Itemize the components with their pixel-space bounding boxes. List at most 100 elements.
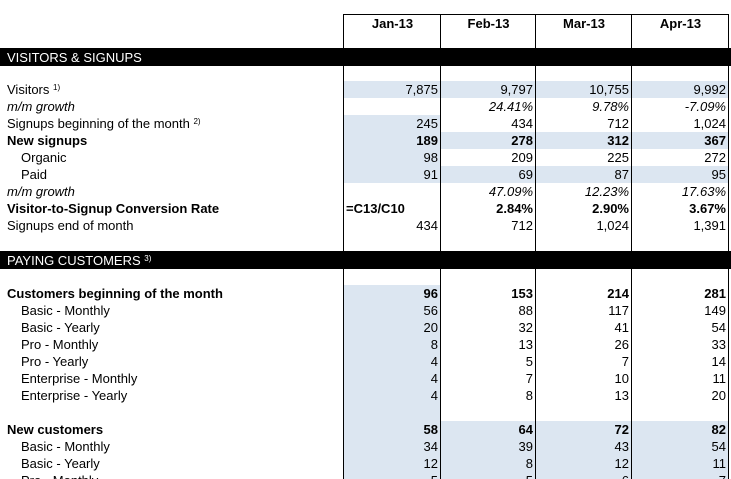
table-cell[interactable]: 312 (536, 132, 632, 149)
table-cell[interactable]: 56 (344, 302, 441, 319)
row-label[interactable]: Basic - Monthly (21, 439, 110, 454)
table-cell[interactable]: 96 (344, 285, 441, 302)
row-label[interactable]: Basic - Monthly (21, 303, 110, 318)
table-cell[interactable]: 54 (632, 438, 729, 455)
table-cell[interactable]: 11 (632, 455, 729, 472)
table-cell[interactable]: 9,992 (632, 81, 729, 98)
table-cell[interactable]: 245 (344, 115, 441, 132)
table-cell[interactable]: 2.90% (592, 201, 629, 216)
row-label[interactable]: Visitor-to-Signup Conversion Rate (7, 201, 220, 216)
table-cell[interactable]: 8 (441, 455, 536, 472)
table-cell[interactable]: 2.84% (496, 201, 533, 216)
row-label[interactable]: Signups end of month (7, 218, 134, 233)
table-cell[interactable]: 712 (511, 218, 533, 233)
table-cell[interactable] (536, 404, 632, 421)
table-cell[interactable]: 54 (711, 320, 726, 335)
table-cell[interactable]: 69 (441, 166, 536, 183)
table-cell[interactable]: 367 (632, 132, 729, 149)
table-cell[interactable]: =C13/C10 (346, 201, 405, 216)
table-cell[interactable]: 278 (441, 132, 536, 149)
table-cell[interactable]: 5 (344, 472, 441, 479)
table-cell[interactable] (344, 404, 441, 421)
table-cell[interactable]: 87 (536, 166, 632, 183)
table-cell[interactable]: 8 (525, 388, 533, 403)
row-label[interactable]: Enterprise - Yearly (21, 388, 128, 403)
table-cell[interactable]: 20 (344, 319, 441, 336)
row-label[interactable]: New customers (7, 422, 104, 437)
row-label[interactable]: Pro - Monthly (21, 472, 357, 479)
table-cell[interactable]: 5 (525, 354, 533, 369)
table-cell[interactable]: 98 (344, 149, 441, 166)
table-cell[interactable]: 434 (511, 116, 533, 131)
table-cell[interactable]: 13 (614, 388, 629, 403)
table-cell[interactable]: 12 (344, 455, 441, 472)
table-cell[interactable]: 225 (607, 150, 629, 165)
table-cell[interactable]: 26 (614, 337, 629, 352)
table-cell[interactable]: 209 (511, 150, 533, 165)
row-label[interactable]: Basic - Yearly (21, 320, 100, 335)
table-cell[interactable]: 13 (518, 337, 533, 352)
table-cell[interactable]: 153 (511, 286, 533, 301)
row-label[interactable]: Pro - Yearly (21, 354, 89, 369)
row-label[interactable]: m/m growth (7, 99, 75, 114)
row-label[interactable]: Customers beginning of the month (7, 286, 223, 301)
table-cell[interactable]: 10,755 (536, 81, 632, 98)
table-cell[interactable]: 58 (344, 421, 441, 438)
table-cell[interactable]: 41 (614, 320, 629, 335)
column-header-mar[interactable]: Mar-13 (536, 14, 632, 46)
table-cell[interactable]: 8 (344, 336, 441, 353)
table-cell[interactable]: 5 (441, 472, 536, 479)
table-cell[interactable]: 39 (441, 438, 536, 455)
table-cell[interactable]: 272 (704, 150, 726, 165)
table-cell[interactable] (344, 98, 441, 115)
table-cell[interactable] (632, 404, 729, 421)
row-label[interactable]: m/m growth (7, 184, 75, 199)
table-cell[interactable]: 9,797 (441, 81, 536, 98)
table-cell[interactable]: 9.78% (592, 99, 629, 114)
row-label[interactable]: Paid (21, 167, 48, 182)
table-cell[interactable]: 1,391 (693, 218, 726, 233)
row-label[interactable]: Pro - Monthly (21, 337, 99, 352)
table-cell[interactable]: 4 (344, 370, 441, 387)
table-cell[interactable]: 4 (344, 387, 441, 404)
table-cell[interactable]: 281 (704, 286, 726, 301)
table-cell[interactable]: 32 (518, 320, 533, 335)
row-label[interactable]: Visitors 1) (7, 82, 61, 97)
table-cell[interactable]: 64 (441, 421, 536, 438)
column-header-apr[interactable]: Apr-13 (632, 14, 729, 46)
row-label[interactable] (7, 404, 343, 421)
table-cell[interactable]: 72 (536, 421, 632, 438)
table-cell[interactable]: 7,875 (344, 81, 441, 98)
table-cell[interactable]: 3.67% (689, 201, 726, 216)
row-label[interactable]: Signups beginning of the month 2) (7, 116, 201, 131)
table-cell[interactable]: 7 (632, 472, 729, 479)
table-cell[interactable]: 17.63% (681, 184, 726, 199)
table-cell[interactable] (441, 404, 536, 421)
table-cell[interactable]: 1,024 (596, 218, 629, 233)
row-label[interactable]: Organic (21, 150, 67, 165)
table-cell[interactable]: 1,024 (693, 116, 726, 131)
table-cell[interactable] (344, 183, 441, 200)
table-cell[interactable]: 214 (607, 286, 629, 301)
table-cell[interactable]: -7.09% (684, 99, 726, 114)
table-cell[interactable]: 117 (608, 303, 629, 318)
table-cell[interactable]: 6 (536, 472, 632, 479)
table-cell[interactable]: 12 (536, 455, 632, 472)
table-cell[interactable]: 4 (344, 353, 441, 370)
row-label[interactable]: Enterprise - Monthly (21, 371, 138, 386)
table-cell[interactable]: 7 (621, 354, 629, 369)
table-cell[interactable]: 82 (632, 421, 729, 438)
column-header-feb[interactable]: Feb-13 (441, 14, 536, 46)
table-cell[interactable]: 149 (704, 303, 726, 318)
table-cell[interactable]: 95 (632, 166, 729, 183)
table-cell[interactable]: 88 (518, 303, 533, 318)
row-label[interactable]: New signups (7, 133, 88, 148)
table-cell[interactable]: 14 (711, 354, 726, 369)
table-cell[interactable]: 12.23% (584, 184, 629, 199)
table-cell[interactable]: 7 (525, 371, 533, 386)
table-cell[interactable]: 434 (416, 218, 438, 233)
table-cell[interactable]: 712 (607, 116, 629, 131)
table-cell[interactable]: 20 (711, 388, 726, 403)
table-cell[interactable]: 11 (712, 371, 727, 386)
column-header-jan[interactable]: Jan-13 (344, 14, 441, 46)
